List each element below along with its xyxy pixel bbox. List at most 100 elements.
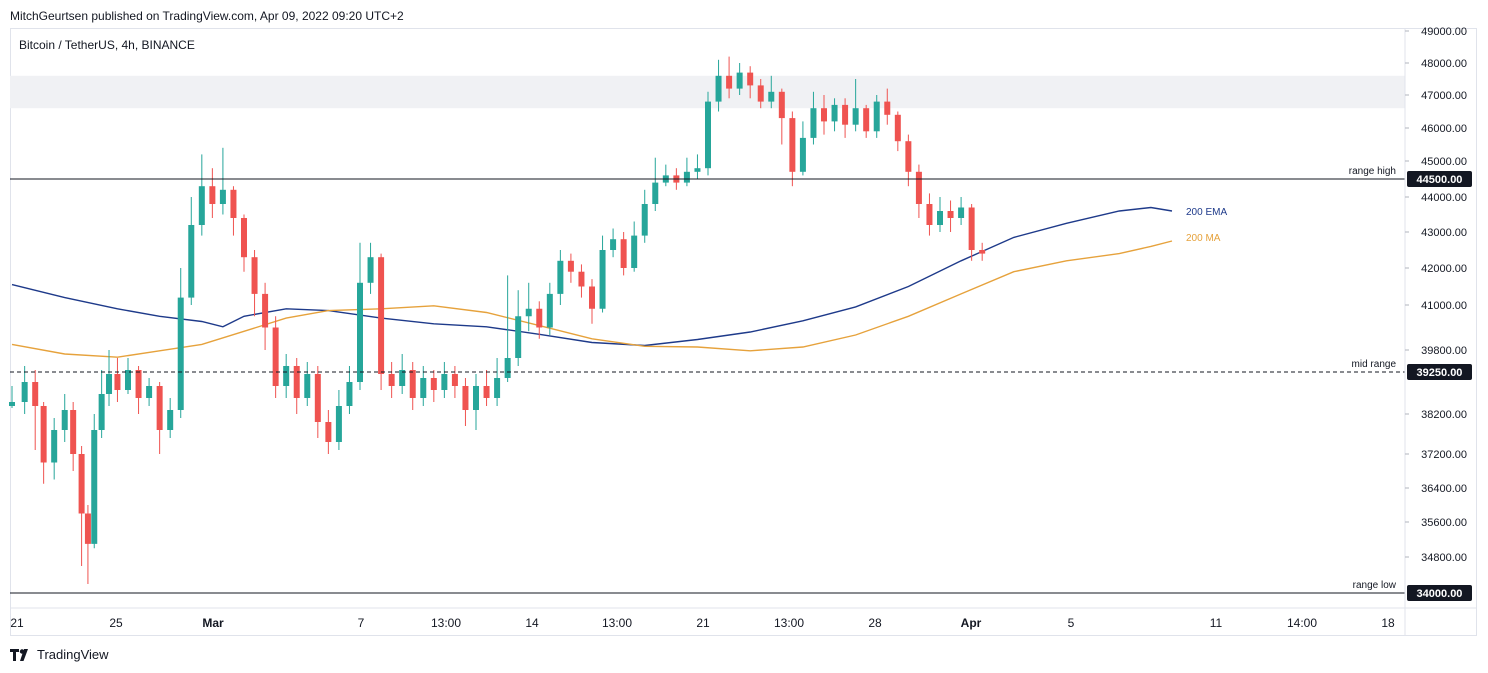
- tradingview-logo-icon: [10, 648, 32, 661]
- candle-83: [863, 104, 870, 138]
- indicator-line-1: [11, 240, 1173, 358]
- xtick-14: 18: [1381, 616, 1395, 630]
- candle-49: [504, 275, 511, 382]
- candle-36: [367, 242, 374, 294]
- candle-66: [683, 157, 690, 187]
- time-axis[interactable]: 21 25 Mar 7 13:00 14 13:00 21 13:00 28 Apr 5 11 14:00…: [10, 616, 1395, 630]
- candle-18: [177, 268, 184, 418]
- level-badge-0: [1407, 171, 1472, 187]
- footer-brand-label: TradingView: [37, 647, 109, 662]
- level-label-1: mid range: [1352, 359, 1397, 370]
- ytick-6: 43000.00: [1421, 227, 1467, 239]
- candle-2: [32, 370, 39, 450]
- symbol-title[interactable]: Bitcoin / TetherUS, 4h, BINANCE: [19, 38, 195, 52]
- candle-48: [494, 358, 501, 406]
- xtick-10: Apr: [961, 616, 982, 630]
- xtick-3: 7: [358, 616, 365, 630]
- candle-61: [631, 221, 638, 272]
- candle-60: [620, 232, 627, 276]
- candle-1: [21, 366, 28, 414]
- candle-86: [894, 111, 901, 152]
- candle-10: [98, 370, 105, 438]
- candle-5: [61, 394, 68, 442]
- indicator-label-1: 200 MA: [1186, 233, 1221, 244]
- candle-55: [567, 253, 574, 283]
- candle-3: [40, 402, 47, 484]
- xtick-12: 11: [1210, 616, 1223, 630]
- candle-52: [536, 301, 543, 339]
- candle-30: [304, 362, 311, 406]
- candle-69: [715, 59, 722, 112]
- candle-8: [84, 505, 91, 584]
- candle-71: [736, 63, 743, 95]
- ytick-7: 42000.00: [1421, 263, 1467, 275]
- xtick-11: 5: [1068, 616, 1075, 630]
- candle-82: [852, 79, 859, 132]
- candle-76: [789, 111, 796, 187]
- price-axis[interactable]: 44500.00 39250.00 34000.00 49000.00 48000.00…: [1405, 26, 1472, 601]
- ytick-4: 45000.00: [1421, 156, 1467, 168]
- candle-11: [106, 350, 113, 406]
- candle-26: [262, 282, 269, 350]
- candle-94: [979, 242, 986, 261]
- candle-75: [778, 88, 785, 145]
- candle-85: [884, 88, 891, 125]
- candle-41: [420, 366, 427, 406]
- candle-53: [546, 282, 553, 335]
- candle-90: [937, 197, 943, 232]
- candle-62: [641, 189, 648, 243]
- candle-43: [441, 362, 448, 398]
- ytick-14: 34800.00: [1421, 552, 1467, 564]
- xtick-5: 14: [525, 616, 539, 630]
- candle-46: [473, 374, 479, 430]
- candle-56: [578, 264, 585, 298]
- xtick-4: 13:00: [431, 616, 461, 630]
- candle-28: [283, 354, 290, 398]
- ytick-13: 35600.00: [1421, 517, 1467, 529]
- candle-73: [757, 79, 764, 109]
- level-badge-text-0: 44500.00: [1417, 174, 1463, 186]
- candle-14: [135, 366, 142, 414]
- candle-70: [726, 56, 733, 99]
- candle-9: [91, 414, 98, 549]
- candle-67: [694, 154, 701, 179]
- indicator-line-0: [11, 206, 1173, 347]
- candle-93: [968, 204, 975, 261]
- candle-21: [209, 168, 216, 218]
- ytick-3: 46000.00: [1421, 123, 1467, 135]
- candle-77: [799, 121, 806, 176]
- level-badge-text-2: 34000.00: [1417, 588, 1463, 600]
- candle-15: [146, 378, 153, 406]
- candle-89: [926, 193, 933, 236]
- candle-0: [9, 386, 15, 408]
- candle-51: [525, 282, 532, 332]
- candle-57: [589, 279, 595, 324]
- candle-16: [156, 382, 163, 454]
- candle-63: [652, 157, 659, 211]
- xtick-9: 28: [868, 616, 882, 630]
- chart-frame: [10, 28, 1477, 636]
- ytick-8: 41000.00: [1421, 300, 1467, 312]
- candle-84: [873, 95, 880, 138]
- candle-58: [599, 235, 606, 313]
- candle-27: [272, 316, 279, 398]
- candle-40: [409, 362, 416, 410]
- candle-74: [768, 75, 775, 109]
- xtick-6: 13:00: [602, 616, 632, 630]
- candle-7: [78, 446, 85, 566]
- candle-68: [705, 91, 711, 176]
- footer-brand[interactable]: TradingView: [10, 647, 109, 662]
- candle-87: [905, 134, 912, 187]
- candle-91: [947, 200, 954, 232]
- candle-78: [810, 91, 817, 145]
- level-badge-2: [1407, 585, 1472, 601]
- candle-44: [451, 366, 458, 398]
- publisher-line: MitchGeurtsen published on TradingView.c…: [10, 9, 404, 23]
- candle-35: [357, 242, 363, 390]
- xtick-0: 21: [10, 616, 24, 630]
- candle-19: [188, 197, 195, 305]
- xtick-2: Mar: [202, 616, 224, 630]
- ytick-12: 36400.00: [1421, 483, 1467, 495]
- candle-25: [251, 250, 258, 317]
